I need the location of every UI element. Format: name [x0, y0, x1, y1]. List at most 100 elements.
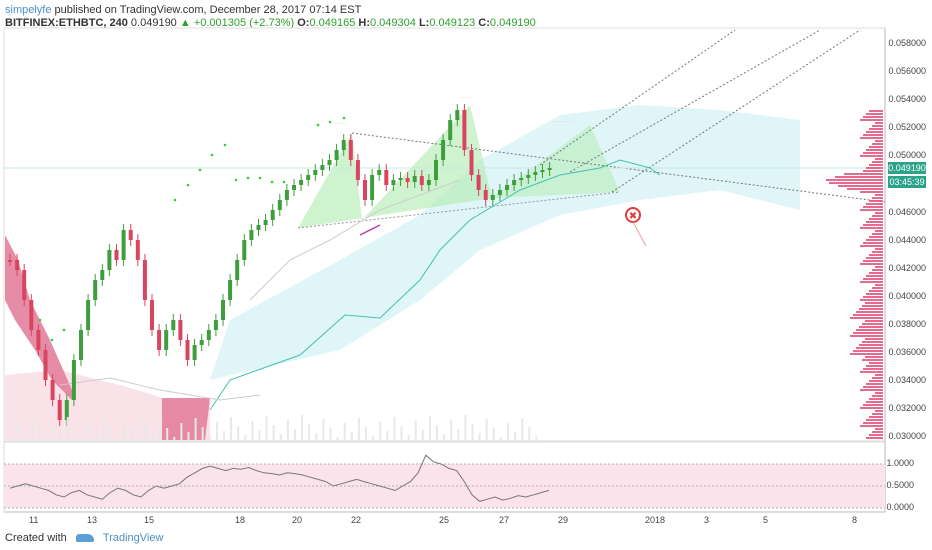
- candlestick-series[interactable]: [8, 104, 552, 426]
- price-tick: 0.032000: [888, 403, 926, 414]
- volume-profile-bar: [869, 200, 883, 202]
- volume-bar: [521, 418, 524, 441]
- sar-dot: [258, 176, 262, 180]
- volume-profile-bar: [866, 419, 883, 421]
- volume-profile-bar: [869, 362, 883, 364]
- sar-dot: [328, 120, 332, 124]
- pattern-label-d: ········: [552, 117, 573, 126]
- volume-profile-bar: [853, 350, 883, 352]
- candle-body: [476, 175, 481, 190]
- candle-body: [469, 150, 474, 175]
- volume-profile-bar: [860, 299, 883, 301]
- volume-bar: [372, 436, 375, 441]
- candle-body: [8, 260, 12, 262]
- volume-profile-bar: [862, 323, 883, 325]
- volume-profile-bar: [875, 266, 883, 268]
- volume-bar: [414, 421, 417, 441]
- volume-profile-bar: [860, 137, 883, 139]
- volume-profile-bar: [872, 215, 883, 217]
- volume-bar: [144, 424, 147, 441]
- price-tick: 0.040000: [888, 290, 926, 301]
- channel-line-3[interactable]: [611, 29, 861, 193]
- volume-bar: [59, 431, 62, 441]
- candle-body: [93, 280, 98, 300]
- publisher-link[interactable]: simpelyfe: [5, 4, 52, 16]
- volume-bar: [421, 430, 424, 441]
- candle-body: [341, 140, 346, 150]
- volume-profile-bar: [866, 257, 883, 259]
- volume-bar: [10, 437, 12, 441]
- time-tick: 25: [439, 515, 450, 525]
- tradingview-brand-link[interactable]: TradingView: [102, 532, 164, 544]
- high-label: H:: [358, 17, 370, 29]
- published-text: published on TradingView.com, December 2…: [54, 4, 362, 16]
- candle-body: [419, 176, 424, 185]
- volume-profile-bar: [872, 269, 883, 271]
- parabolic-sar-dots: [38, 116, 346, 342]
- symbol-line: BITFINEX:ETHBTC, 240 0.049190 ▲ +0.00130…: [5, 17, 536, 29]
- candle-body: [15, 260, 20, 270]
- time-tick: 27: [499, 515, 510, 525]
- volume-profile-bar: [859, 326, 883, 328]
- volume-profile-bar: [875, 194, 883, 196]
- volume-bars: [10, 415, 538, 441]
- volume-bar: [230, 417, 233, 441]
- candle-body: [348, 140, 353, 160]
- candle-body: [121, 230, 126, 260]
- symbol-label[interactable]: BITFINEX:ETHBTC, 240: [5, 17, 128, 29]
- volume-bar: [109, 425, 112, 441]
- candle-body: [533, 172, 538, 175]
- volume-profile-bar: [875, 374, 883, 376]
- candle-body: [107, 250, 112, 270]
- volume-bar: [279, 434, 282, 441]
- candle-body: [36, 330, 41, 350]
- osc-tick: 1.0000: [886, 458, 914, 468]
- volume-profile-bar: [866, 365, 883, 367]
- candle-body: [199, 340, 204, 345]
- magenta-segment: [359, 224, 381, 236]
- volume-profile-bar: [863, 206, 883, 208]
- ichimoku-cloud-green: [210, 105, 800, 380]
- volume-profile-bar: [875, 410, 883, 412]
- sar-dot: [270, 180, 274, 184]
- candle-body: [490, 195, 495, 200]
- volume-profile-bar: [869, 164, 883, 166]
- candle-body: [192, 345, 197, 360]
- volume-profile-bar: [863, 278, 883, 280]
- volume-bar: [365, 427, 367, 441]
- volume-profile-bar: [863, 170, 883, 172]
- ohlc-values: O:0.049165 H:0.049304 L:0.049123 C:0.049…: [297, 17, 536, 29]
- volume-profile-bar: [875, 230, 883, 232]
- candle-body: [86, 300, 91, 330]
- volume-profile-bar: [863, 260, 883, 262]
- volume-profile: [826, 110, 883, 439]
- volume-bar: [66, 417, 69, 441]
- volume-profile-bar: [872, 125, 883, 127]
- volume-profile-bar: [872, 431, 883, 433]
- volume-profile-bar: [860, 425, 883, 427]
- volume-profile-bar: [872, 143, 883, 145]
- candle-body: [455, 110, 460, 120]
- candle-body: [434, 160, 438, 180]
- volume-profile-bar: [875, 284, 883, 286]
- volume-profile-bar: [875, 248, 883, 250]
- volume-profile-bar: [860, 281, 883, 283]
- sar-dot: [173, 198, 177, 202]
- volume-profile-bar: [872, 197, 883, 199]
- last-price: 0.049190: [130, 17, 177, 29]
- time-tick: 2018: [645, 515, 666, 525]
- candle-body: [171, 320, 176, 330]
- tradingview-logo-icon[interactable]: [75, 534, 94, 543]
- ichimoku-leading-line: [209, 159, 661, 411]
- sar-dot: [234, 178, 238, 182]
- price-tick: 0.046000: [888, 206, 926, 217]
- open-label: O:: [297, 17, 310, 29]
- volume-profile-bar: [860, 245, 883, 247]
- volume-profile-bar: [869, 272, 883, 274]
- volume-bar: [258, 430, 261, 441]
- volume-bar: [52, 422, 55, 441]
- volume-profile-bar: [866, 131, 883, 133]
- volume-profile-bar: [866, 221, 883, 223]
- channel-line-1[interactable]: [539, 29, 736, 166]
